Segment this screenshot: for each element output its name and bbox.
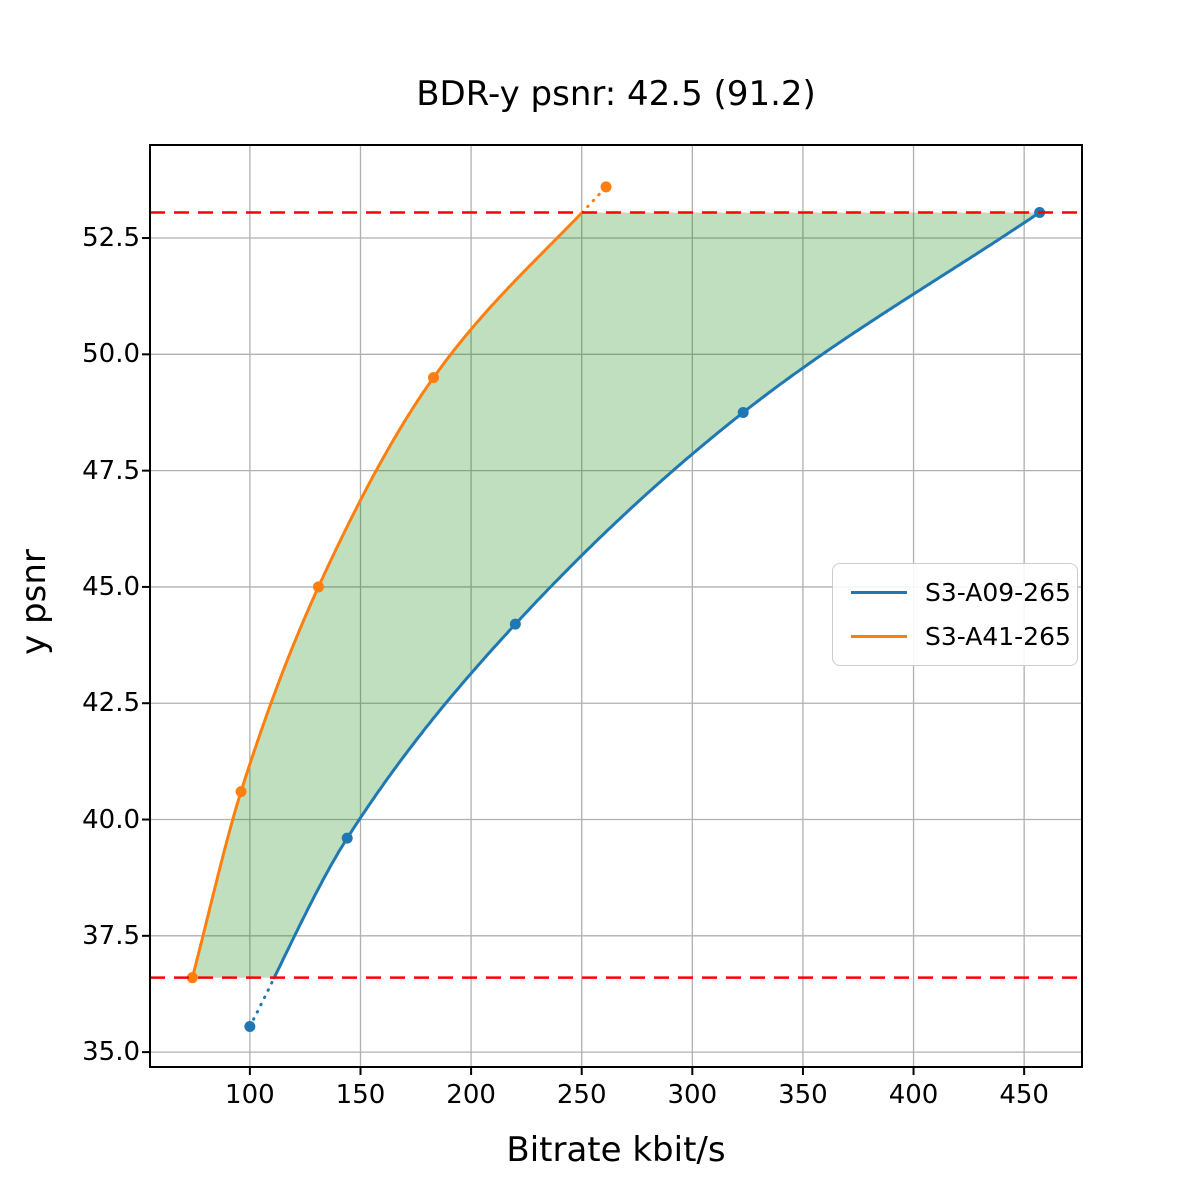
data-point-s3-a09-265 — [244, 1021, 256, 1033]
y-tick-label: 45.0 — [82, 571, 140, 602]
y-tick-label: 35.0 — [82, 1037, 140, 1068]
data-point-s3-a09-265 — [341, 832, 353, 844]
x-tick-label: 350 — [778, 1080, 828, 1110]
data-point-s3-a41-265 — [235, 786, 247, 798]
data-point-s3-a09-265 — [737, 406, 749, 418]
bd-overlap-fill — [192, 212, 1040, 978]
series-line-s3-a09-265 — [272, 211, 1042, 980]
data-point-s3-a41-265 — [312, 581, 324, 593]
series-line-s3-a41-265 — [190, 211, 584, 980]
y-tick-label: 47.5 — [82, 455, 140, 486]
x-tick-label: 250 — [556, 1080, 607, 1110]
legend-line-sample-blue — [851, 591, 907, 595]
chart-title: BDR-y psnr: 42.5 (91.2) — [416, 74, 816, 114]
legend-label: S3-A41-265 — [925, 621, 1071, 651]
data-point-s3-a41-265 — [600, 181, 612, 193]
series-line-dotted-s3-a09-265 — [248, 976, 276, 1028]
y-tick-label: 37.5 — [82, 920, 140, 951]
legend: S3-A09-265 S3-A41-265 — [832, 563, 1078, 666]
plot-border — [149, 144, 1083, 1068]
legend-line-sample-orange — [851, 634, 907, 638]
x-tick-label: 100 — [225, 1080, 275, 1110]
legend-entry-s3-a41-265: S3-A41-265 — [845, 622, 1071, 651]
y-tick-label: 42.5 — [82, 688, 140, 719]
data-point-s3-a41-265 — [186, 972, 198, 984]
series-line-dotted-s3-a41-265 — [580, 185, 608, 214]
legend-entry-s3-a09-265: S3-A09-265 — [845, 579, 1071, 607]
data-point-s3-a41-265 — [427, 372, 439, 384]
x-axis-label: Bitrate kbit/s — [506, 1130, 726, 1170]
x-tick-label: 450 — [999, 1080, 1049, 1110]
y-tick-label: 40.0 — [82, 804, 140, 835]
x-tick-label: 300 — [667, 1080, 718, 1110]
legend-label: S3-A09-265 — [925, 578, 1071, 607]
x-tick-label: 150 — [335, 1080, 386, 1110]
y-tick-label: 50.0 — [82, 339, 140, 370]
x-tick-label: 200 — [446, 1080, 496, 1110]
data-point-s3-a09-265 — [509, 618, 521, 630]
x-tick-label: 400 — [888, 1080, 939, 1110]
y-tick-label: 52.5 — [82, 223, 140, 254]
y-axis-label: y psnr — [14, 549, 54, 655]
